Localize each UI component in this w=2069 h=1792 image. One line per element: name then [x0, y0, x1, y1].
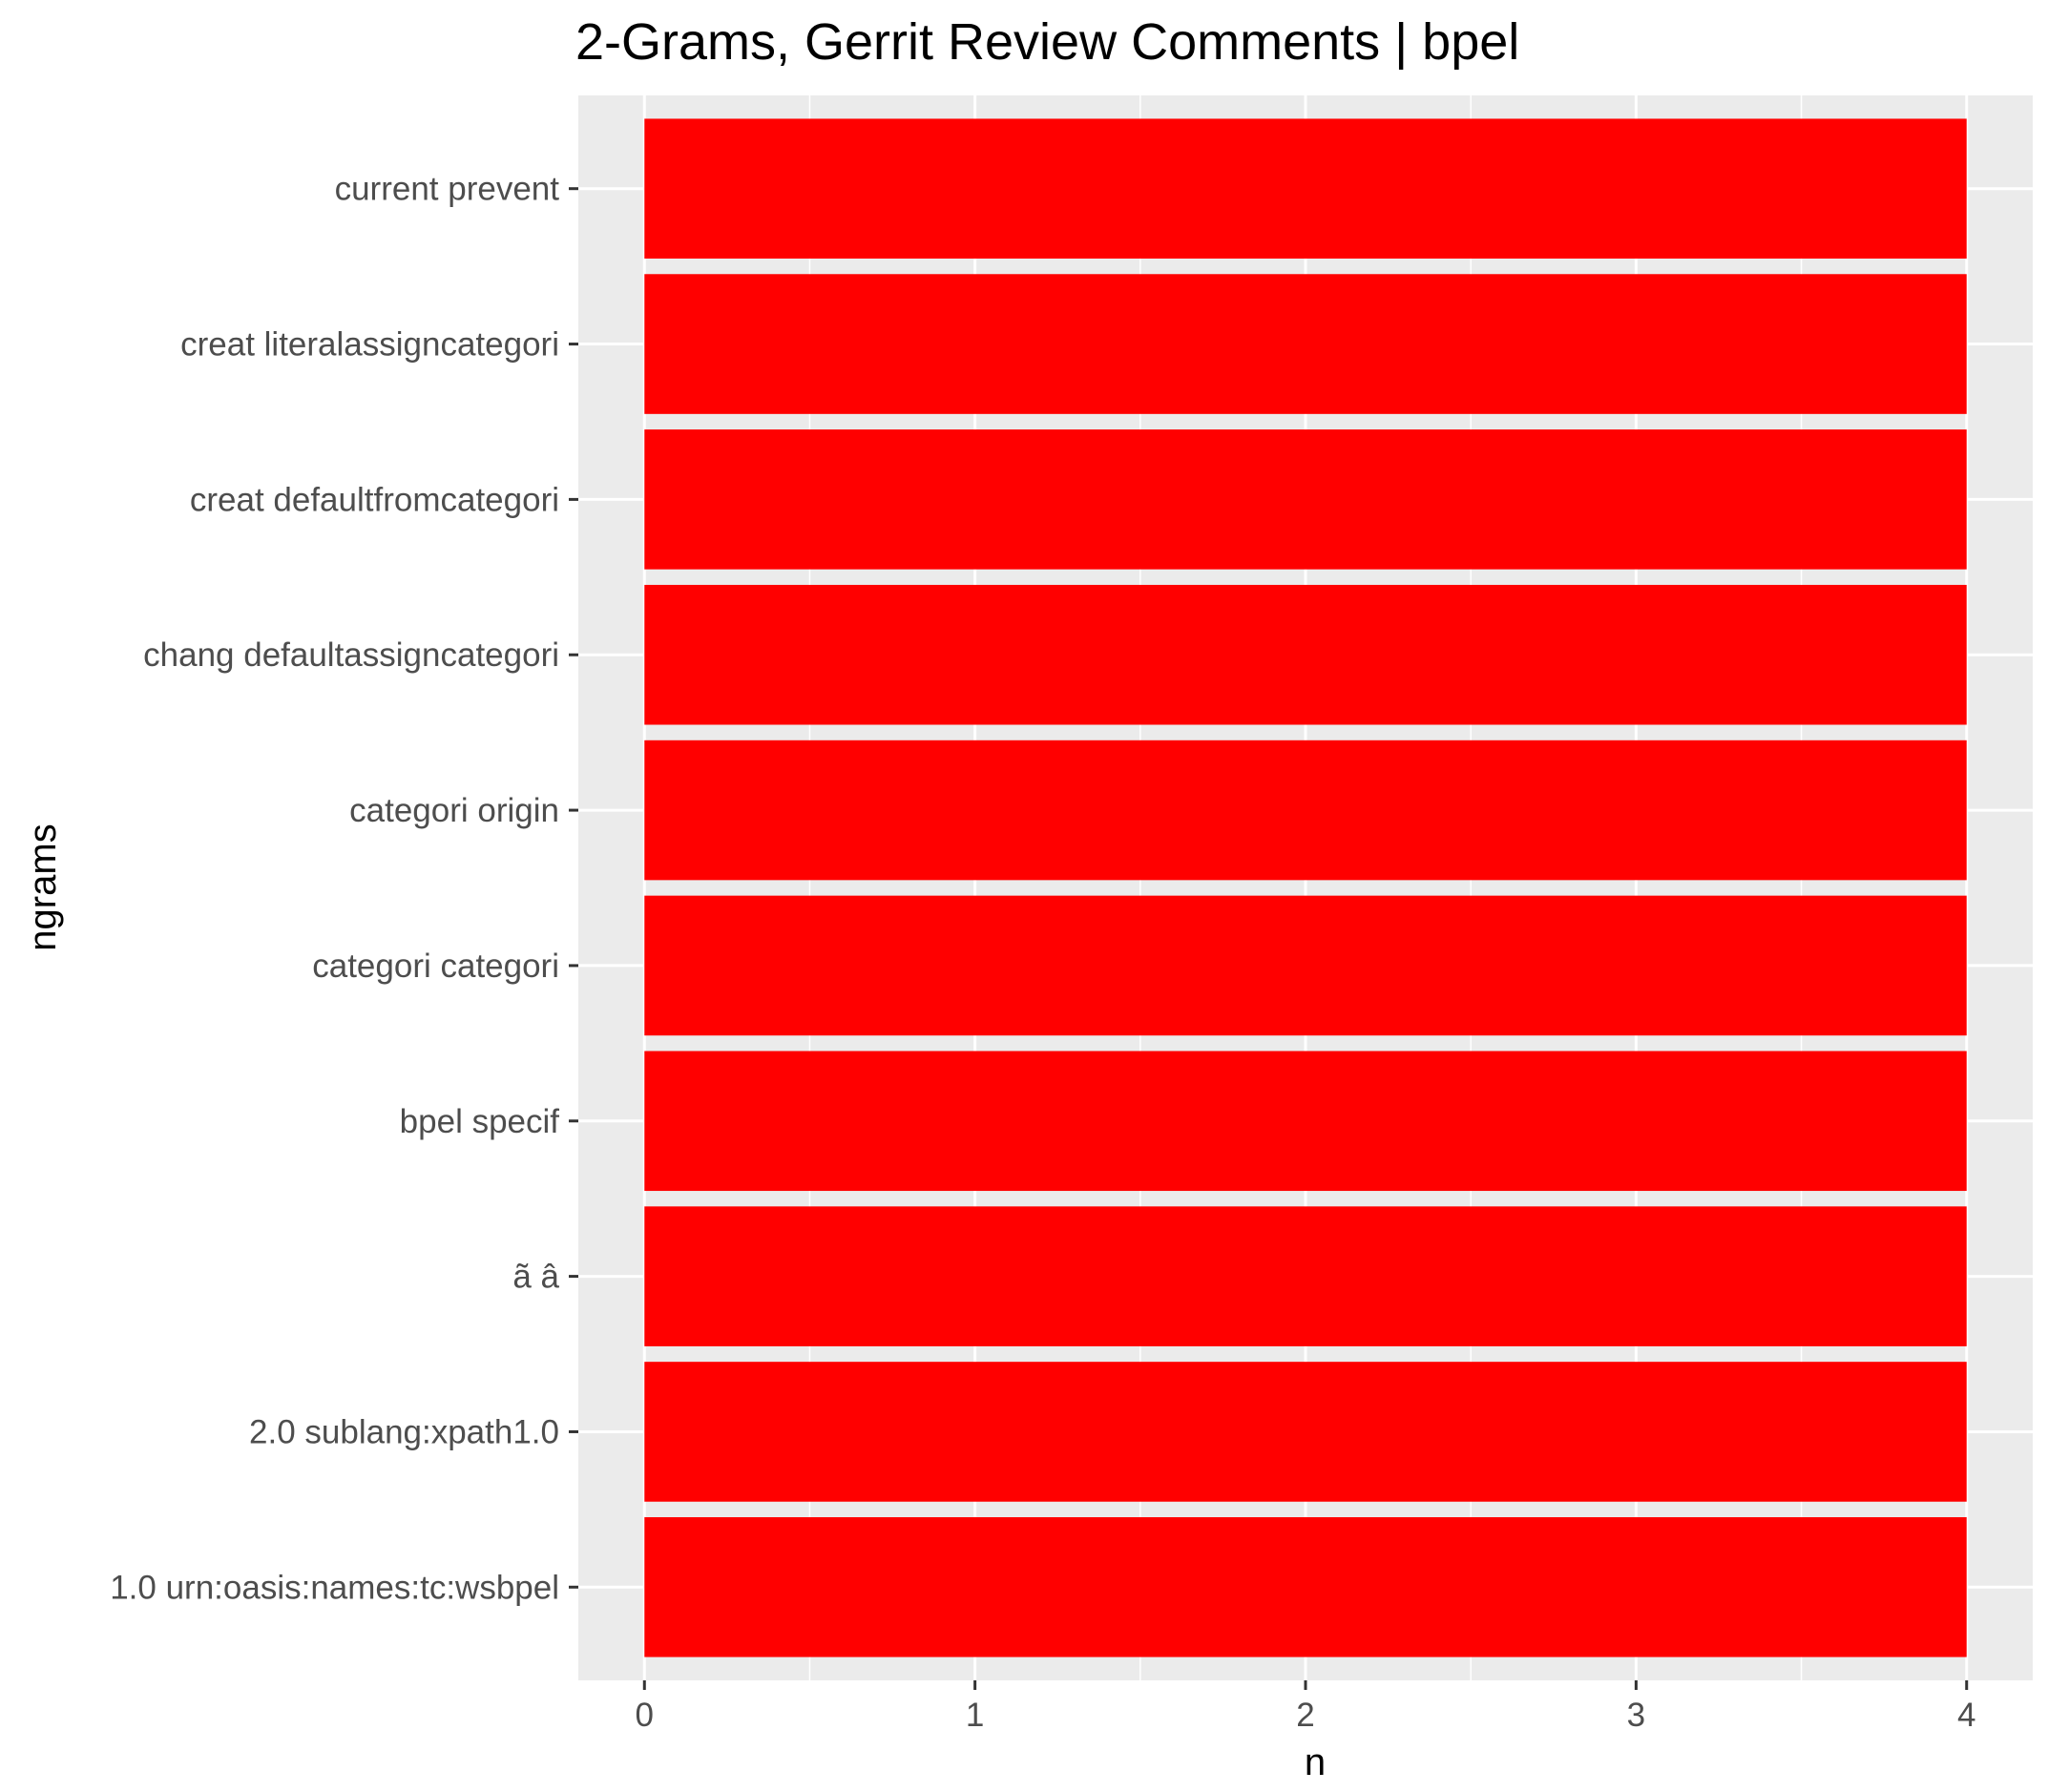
- x-tick-label: 2: [1296, 1697, 1314, 1734]
- y-tick-label: chang defaultassigncategori: [143, 636, 559, 674]
- x-tick-label: 3: [1627, 1697, 1645, 1734]
- bar: [644, 895, 1967, 1036]
- bar: [644, 1517, 1967, 1657]
- x-axis-title: n: [1305, 1741, 1326, 1783]
- y-tick-label: ã â: [512, 1259, 559, 1296]
- y-tick-label: 1.0 urn:oasis:names:tc:wsbpel: [110, 1569, 559, 1606]
- bar: [644, 1051, 1967, 1192]
- x-axis: 0 1 2 3 4: [636, 1680, 1975, 1734]
- y-axis-title: ngrams: [22, 823, 64, 950]
- x-tick-label: 1: [966, 1697, 984, 1734]
- bar: [644, 118, 1967, 259]
- bar: [644, 584, 1967, 725]
- bar: [644, 429, 1967, 570]
- x-tick-label: 0: [636, 1697, 654, 1734]
- bar-layer: [644, 118, 1967, 1657]
- y-tick-label: creat literalassigncategori: [180, 326, 559, 364]
- chart-title: 2-Grams, Gerrit Review Comments | bpel: [575, 13, 1519, 71]
- y-tick-label: creat defaultfromcategori: [190, 481, 559, 518]
- bar: [644, 1206, 1967, 1346]
- x-tick-label: 4: [1957, 1697, 1975, 1734]
- y-tick-label: 2.0 sublang:xpath1.0: [249, 1413, 559, 1450]
- bar: [644, 740, 1967, 881]
- y-tick-label: categori origin: [349, 792, 559, 829]
- bar: [644, 1362, 1967, 1502]
- y-tick-label: bpel specif: [400, 1103, 560, 1140]
- y-tick-label: current prevent: [335, 171, 560, 208]
- y-axis: current prevent creat literalassigncatego…: [110, 171, 578, 1606]
- y-tick-label: categori categori: [312, 948, 559, 985]
- bar: [644, 274, 1967, 414]
